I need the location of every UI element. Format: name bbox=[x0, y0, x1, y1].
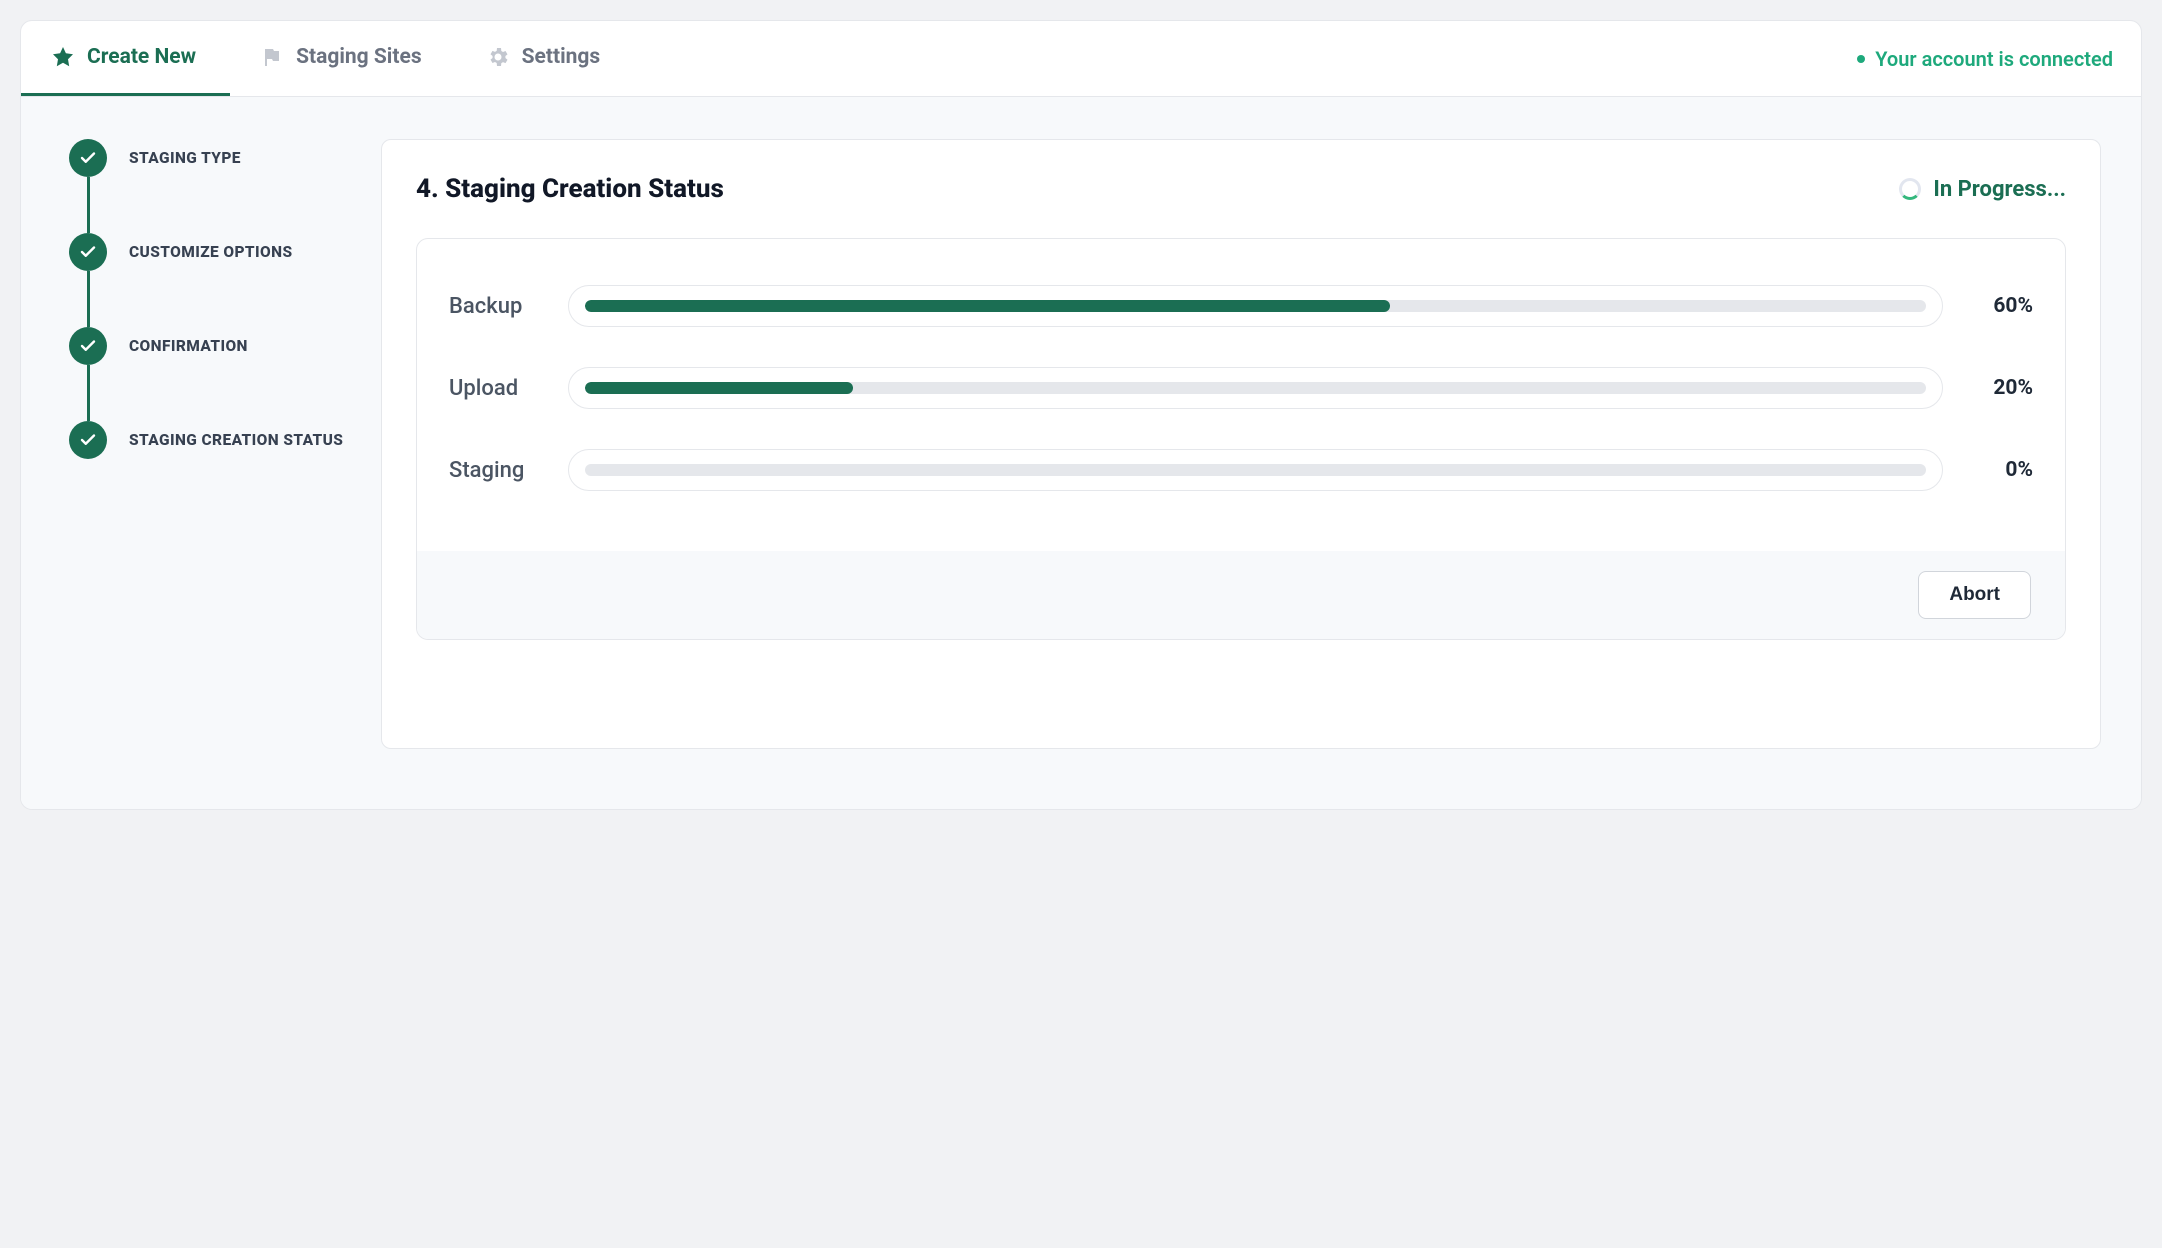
tab-staging-sites[interactable]: Staging Sites bbox=[230, 21, 456, 96]
progress-row-upload: Upload 20% bbox=[449, 347, 2033, 429]
check-circle-icon bbox=[69, 421, 107, 459]
progress-percent: 60% bbox=[1967, 294, 2033, 318]
progress-row-backup: Backup 60% bbox=[449, 265, 2033, 347]
step-label: STAGING CREATION STATUS bbox=[129, 431, 343, 449]
step-staging-type[interactable]: STAGING TYPE bbox=[69, 139, 351, 177]
progress-track-bg bbox=[585, 300, 1926, 312]
progress-track-bg bbox=[585, 382, 1926, 394]
spinner-icon bbox=[1899, 178, 1921, 200]
step-connector bbox=[87, 271, 90, 327]
progress-label: Backup bbox=[449, 294, 544, 319]
in-progress-text: In Progress... bbox=[1933, 177, 2066, 202]
progress-box: Backup 60% Upload bbox=[416, 238, 2066, 640]
tab-label: Create New bbox=[87, 45, 196, 69]
tab-label: Settings bbox=[522, 45, 601, 69]
body-area: STAGING TYPE CUSTOMIZE OPTIONS CONFIRMAT… bbox=[21, 97, 2141, 809]
status-dot-icon bbox=[1857, 55, 1865, 63]
step-staging-creation-status[interactable]: STAGING CREATION STATUS bbox=[69, 421, 351, 459]
tabs-left: Create New Staging Sites Settings bbox=[21, 21, 634, 96]
card-footer: Abort bbox=[417, 551, 2065, 639]
in-progress-indicator: In Progress... bbox=[1899, 177, 2066, 202]
progress-rows: Backup 60% Upload bbox=[417, 239, 2065, 551]
main-panel: 4. Staging Creation Status In Progress..… bbox=[381, 97, 2141, 809]
card-header: 4. Staging Creation Status In Progress..… bbox=[382, 140, 2100, 228]
tabs-header: Create New Staging Sites Settings Your a… bbox=[21, 21, 2141, 97]
check-circle-icon bbox=[69, 233, 107, 271]
star-icon bbox=[51, 45, 75, 69]
check-circle-icon bbox=[69, 327, 107, 365]
account-status: Your account is connected bbox=[1857, 47, 2113, 71]
status-card: 4. Staging Creation Status In Progress..… bbox=[381, 139, 2101, 749]
step-label: CUSTOMIZE OPTIONS bbox=[129, 243, 292, 261]
progress-track bbox=[568, 285, 1943, 327]
app-frame: Create New Staging Sites Settings Your a… bbox=[20, 20, 2142, 810]
step-connector bbox=[87, 365, 90, 421]
progress-fill bbox=[585, 382, 853, 394]
step-label: STAGING TYPE bbox=[129, 149, 241, 167]
stepper: STAGING TYPE CUSTOMIZE OPTIONS CONFIRMAT… bbox=[21, 97, 381, 809]
step-confirmation[interactable]: CONFIRMATION bbox=[69, 327, 351, 365]
progress-track bbox=[568, 367, 1943, 409]
check-circle-icon bbox=[69, 139, 107, 177]
progress-track-bg bbox=[585, 464, 1926, 476]
step-customize-options[interactable]: CUSTOMIZE OPTIONS bbox=[69, 233, 351, 271]
account-status-text: Your account is connected bbox=[1875, 47, 2113, 71]
flag-icon bbox=[260, 45, 284, 69]
tab-label: Staging Sites bbox=[296, 45, 422, 69]
tab-settings[interactable]: Settings bbox=[456, 21, 635, 96]
progress-label: Upload bbox=[449, 376, 544, 401]
progress-track bbox=[568, 449, 1943, 491]
abort-button[interactable]: Abort bbox=[1918, 571, 2031, 619]
progress-row-staging: Staging 0% bbox=[449, 429, 2033, 511]
tab-create-new[interactable]: Create New bbox=[21, 21, 230, 96]
card-title: 4. Staging Creation Status bbox=[416, 174, 724, 204]
progress-label: Staging bbox=[449, 458, 544, 483]
gear-icon bbox=[486, 45, 510, 69]
progress-fill bbox=[585, 300, 1390, 312]
progress-percent: 20% bbox=[1967, 376, 2033, 400]
step-label: CONFIRMATION bbox=[129, 337, 248, 355]
step-connector bbox=[87, 177, 90, 233]
progress-percent: 0% bbox=[1967, 458, 2033, 482]
